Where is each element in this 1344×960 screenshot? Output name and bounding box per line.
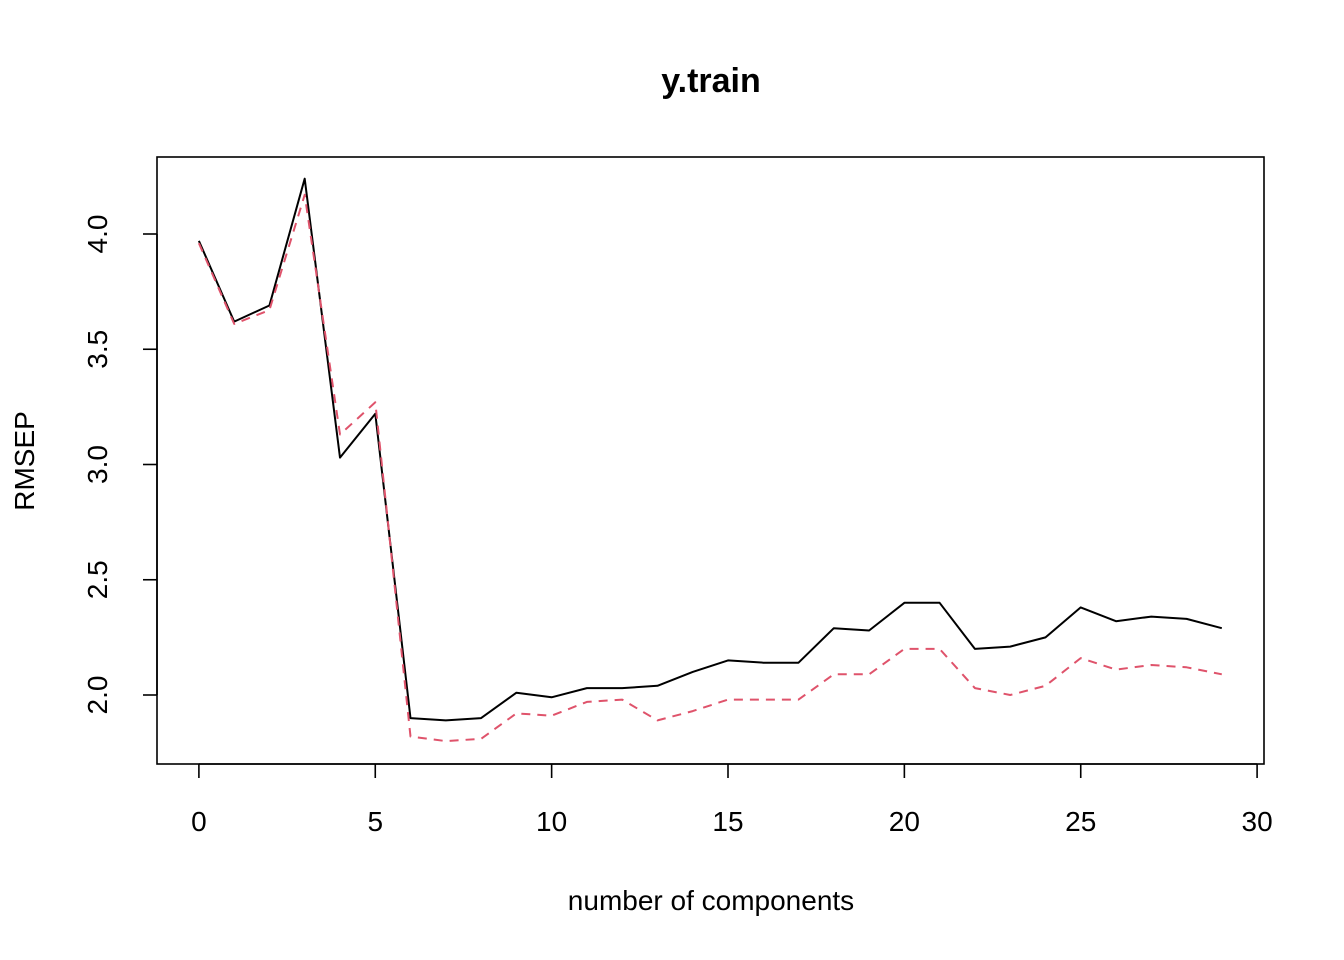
series-layer xyxy=(197,177,1223,743)
x-tick-label: 15 xyxy=(712,806,743,837)
x-tick-label: 20 xyxy=(889,806,920,837)
x-tick-label: 0 xyxy=(191,806,207,837)
x-tick-label: 10 xyxy=(536,806,567,837)
y-tick-label: 4.0 xyxy=(82,215,113,254)
x-axis-label: number of components xyxy=(568,885,854,916)
x-axis: 0 5 10 15 20 25 30 xyxy=(191,763,1273,837)
y-tick-label: 3.5 xyxy=(82,330,113,369)
series-line-1 xyxy=(197,177,1223,722)
series-line-2 xyxy=(197,193,1222,743)
y-tick-label: 2.0 xyxy=(82,676,113,715)
y-tick-label: 2.5 xyxy=(82,560,113,599)
x-tick-label: 25 xyxy=(1065,806,1096,837)
y-axis: 2.0 2.5 3.0 3.5 4.0 xyxy=(82,215,158,715)
x-tick-label: 5 xyxy=(367,806,383,837)
x-tick-label: 30 xyxy=(1242,806,1273,837)
chart-title: y.train xyxy=(661,62,761,100)
y-axis-label: RMSEP xyxy=(9,411,40,511)
y-tick-label: 3.0 xyxy=(82,445,113,484)
